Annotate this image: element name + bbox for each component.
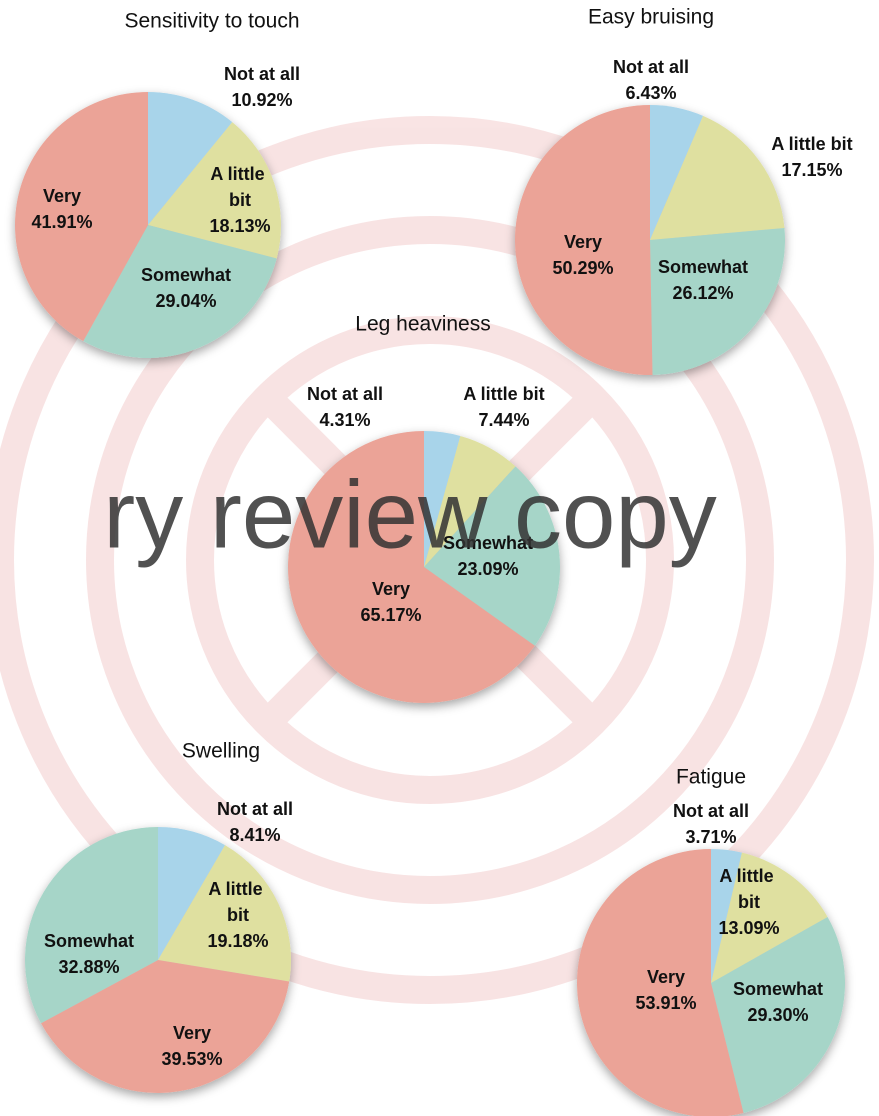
pie [14, 92, 281, 358]
value-label: 3.71% [685, 827, 736, 847]
pie [288, 431, 560, 704]
pie-slice [24, 827, 159, 1024]
chart-title: Sensitivity to touch [124, 10, 299, 33]
slice-label: Somewhat [443, 533, 533, 553]
pie [514, 105, 785, 376]
slice-label: Very [372, 579, 410, 599]
slice-label: Not at all [307, 384, 383, 404]
value-label: 29.30% [747, 1005, 808, 1025]
pie-slice [148, 92, 233, 225]
value-label: 8.41% [229, 825, 280, 845]
slice-label: A little bit [210, 164, 269, 210]
slice-label: Very [173, 1023, 211, 1043]
pie-slice [158, 845, 291, 982]
slice-label: Very [564, 232, 602, 252]
pie [577, 849, 845, 1116]
pie-slice [711, 852, 828, 983]
chart-title: Swelling [182, 740, 260, 763]
charts: Sensitivity to touch Not at all 10.92% A li… [14, 6, 853, 1116]
value-label: 6.43% [625, 83, 676, 103]
value-label: 39.53% [161, 1049, 222, 1069]
slice-label: A little bit [463, 384, 544, 404]
pie-slice [711, 916, 845, 1113]
value-label: 19.18% [207, 931, 268, 951]
slice-label: A little bit [719, 866, 778, 912]
pie-slice [40, 960, 290, 1094]
pie-slice [650, 115, 785, 240]
pie-slice [148, 122, 281, 259]
pie-chart: Easy bruising Not at all 6.43% A little bit… [514, 6, 853, 376]
pie-chart: Swelling Not at all 8.41% A little bit 19.18… [24, 740, 293, 1094]
slice-label: Somewhat [733, 979, 823, 999]
slice-label: A little bit [208, 879, 267, 925]
slice-label: A little bit [771, 134, 852, 154]
pie-chart: Fatigue Not at all 3.71% A little bit 13.09%… [577, 766, 845, 1116]
pie-slice [577, 849, 744, 1116]
slice-label: Very [43, 186, 81, 206]
pie-chart: Sensitivity to touch Not at all 10.92% A li… [14, 10, 300, 358]
pie-slice [288, 431, 535, 704]
slice-label: Not at all [613, 57, 689, 77]
chart-title: Leg heaviness [355, 313, 490, 336]
pie-slice [424, 466, 560, 646]
pie-chart: Leg heaviness Not at all 4.31% A little bit… [288, 313, 560, 704]
value-label: 29.04% [155, 291, 216, 311]
value-label: 13.09% [718, 918, 779, 938]
value-label: 7.44% [478, 410, 529, 430]
chart-title: Easy bruising [588, 6, 714, 29]
pie-slice [711, 849, 742, 983]
slice-label: Not at all [217, 799, 293, 819]
value-label: 32.88% [58, 957, 119, 977]
pie-slice [14, 92, 148, 342]
value-label: 17.15% [781, 160, 842, 180]
value-label: 53.91% [635, 993, 696, 1013]
slice-label: Somewhat [44, 931, 134, 951]
pie-slice [424, 435, 516, 567]
slice-label: Not at all [224, 64, 300, 84]
value-label: 18.13% [209, 216, 270, 236]
slice-label: Not at all [673, 801, 749, 821]
value-label: 4.31% [319, 410, 370, 430]
pie [24, 827, 291, 1094]
watermark: ry review copy [103, 461, 717, 568]
pie-slice [650, 105, 704, 240]
slice-label: Somewhat [141, 265, 231, 285]
value-label: 41.91% [31, 212, 92, 232]
slice-label: Very [647, 967, 685, 987]
value-label: 10.92% [231, 90, 292, 110]
pie-slice [83, 225, 277, 358]
pie-slice [650, 227, 785, 375]
pie-slice [158, 827, 226, 960]
value-label: 23.09% [457, 559, 518, 579]
value-label: 26.12% [672, 283, 733, 303]
chart-title: Fatigue [676, 766, 746, 789]
value-label: 50.29% [552, 258, 613, 278]
slice-label: Somewhat [658, 257, 748, 277]
value-label: 65.17% [360, 605, 421, 625]
pie-slice [514, 105, 653, 376]
pie-slice [424, 431, 461, 567]
